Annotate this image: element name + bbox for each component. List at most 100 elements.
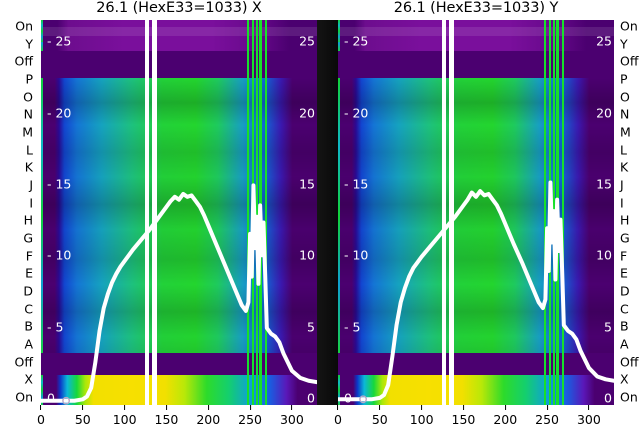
xtick-100: 100 — [410, 405, 434, 427]
xtick-label: 250 — [238, 412, 263, 427]
inner-ytick-right-10: 10 — [596, 247, 612, 263]
vertical-artifact-x263 — [556, 20, 560, 405]
xtick-mark — [40, 405, 42, 410]
xtick-label: 100 — [112, 412, 137, 427]
inner-ytick-right-10: 10 — [299, 247, 315, 263]
vertical-artifact-x253 — [251, 20, 254, 405]
category-label-g-12: G — [620, 230, 630, 246]
inner-ytick-right-15: 15 — [299, 176, 315, 192]
xtick-mark — [504, 405, 506, 410]
inner-ytick-right-5: 5 — [307, 319, 315, 335]
vertical-artifact-x253 — [548, 20, 551, 405]
category-label-k-8: K — [24, 159, 33, 175]
inner-ytick-10: - 10 — [47, 247, 72, 263]
xtick-300: 300 — [577, 405, 601, 427]
xtick-mark — [546, 405, 548, 410]
xtick-label: 250 — [535, 412, 560, 427]
xtick-mark — [165, 405, 167, 410]
category-label-on-0: On — [15, 18, 33, 34]
panel-y[interactable]: 26.1 (HexE33=1033) Y - 25 25- 20 20- 15 15-… — [338, 0, 614, 405]
xtick-250: 250 — [238, 405, 262, 427]
category-label-b-17: B — [620, 318, 629, 334]
panel-x[interactable]: 26.1 (HexE33=1033) X - 25 25- 20 20- 15 15-… — [41, 0, 339, 405]
category-label-on-21: On — [620, 389, 638, 405]
xtick-200: 200 — [196, 405, 220, 427]
right-category-axis: On Y Off P O N M L K J I H G F E D C B A Off X On — [616, 18, 640, 405]
panel-x-right-shade — [317, 20, 339, 405]
xtick-mark — [124, 405, 126, 410]
category-label-off-2: Off — [14, 53, 33, 69]
category-label-o-4: O — [620, 89, 630, 105]
xtick-mark — [421, 405, 423, 410]
xtick-label: 0 — [37, 412, 45, 427]
category-label-x-20: X — [24, 371, 33, 387]
category-label-off-19: Off — [14, 354, 33, 370]
panel-y-title: 26.1 (HexE33=1033) Y — [393, 0, 559, 16]
inner-ytick-right-0: 0 — [307, 390, 315, 405]
inner-ytick-25: - 25 — [344, 33, 369, 49]
xtick-50: 50 — [372, 405, 388, 427]
xtick-50: 50 — [75, 405, 91, 427]
category-label-d-15: D — [620, 283, 630, 299]
xtick-mark — [588, 405, 590, 410]
xtick-100: 100 — [113, 405, 137, 427]
category-label-k-8: K — [620, 159, 629, 175]
xtick-mark — [462, 405, 464, 410]
category-label-l-7: L — [26, 142, 33, 158]
inner-ytick-25: - 25 — [47, 33, 72, 49]
vertical-artifact-x247 — [543, 20, 546, 405]
inner-ytick-5: - 5 — [344, 319, 361, 335]
vertical-artifact-x136 — [449, 20, 455, 405]
panel-x-title: 26.1 (HexE33=1033) X — [96, 0, 262, 16]
category-label-off-2: Off — [620, 53, 639, 69]
vertical-artifact-x269 — [264, 20, 267, 405]
category-label-f-13: F — [25, 248, 33, 264]
category-label-p-3: P — [25, 71, 33, 87]
panel-y-heatmap[interactable]: - 25 25 - 20 20 - 15 15 - 10 10 - 5 5 0 0 — [338, 20, 614, 405]
xtick-mark — [82, 405, 84, 410]
inner-ytick-10: - 10 — [344, 247, 369, 263]
inner-ytick-0: 0 — [47, 390, 55, 405]
inner-ytick-5: - 5 — [47, 319, 64, 335]
xtick-mark — [291, 405, 293, 410]
category-label-o-4: O — [23, 89, 33, 105]
xtick-mark — [337, 405, 339, 410]
category-label-b-17: B — [24, 318, 33, 334]
category-label-f-13: F — [620, 248, 628, 264]
category-label-n-5: N — [23, 106, 33, 122]
category-label-c-16: C — [24, 301, 33, 317]
vertical-artifact-x258 — [552, 20, 555, 405]
category-label-on-21: On — [15, 389, 33, 405]
band-bottom-strip — [338, 375, 614, 405]
category-label-i-10: I — [620, 195, 624, 211]
category-label-h-11: H — [23, 212, 33, 228]
category-label-y-1: Y — [25, 36, 33, 52]
inner-ytick-15: - 15 — [47, 176, 72, 192]
category-label-d-15: D — [23, 283, 33, 299]
category-label-m-6: M — [620, 124, 631, 140]
panel-x-heatmap[interactable]: - 25 25 - 20 20 - 15 15 - 10 10 - 5 5 0 0 — [41, 20, 317, 405]
category-label-j-9: J — [620, 177, 624, 193]
inner-ytick-right-5: 5 — [604, 319, 612, 335]
vertical-artifact-x269 — [561, 20, 564, 405]
vertical-artifact-x127 — [145, 20, 150, 405]
xtick-label: 150 — [154, 412, 179, 427]
category-label-h-11: H — [620, 212, 630, 228]
xtick-label: 200 — [493, 412, 518, 427]
vertical-artifact-x136 — [152, 20, 158, 405]
xtick-150: 150 — [452, 405, 475, 427]
vertical-artifact-x258 — [255, 20, 258, 405]
category-label-y-1: Y — [620, 36, 628, 52]
xtick-0: 0 — [334, 405, 342, 427]
panel-y-xaxis: 0 50 100 150 200 250 300 — [334, 405, 614, 437]
inner-ytick-right-25: 25 — [596, 33, 612, 49]
inner-ytick-right-20: 20 — [596, 105, 612, 121]
category-label-c-16: C — [620, 301, 629, 317]
inner-ytick-right-15: 15 — [596, 176, 612, 192]
xtick-label: 50 — [371, 412, 388, 427]
vertical-artifact-x263 — [259, 20, 263, 405]
xtick-label: 100 — [409, 412, 434, 427]
xtick-label: 200 — [196, 412, 221, 427]
inner-ytick-20: - 20 — [344, 105, 369, 121]
category-label-on-0: On — [620, 18, 638, 34]
